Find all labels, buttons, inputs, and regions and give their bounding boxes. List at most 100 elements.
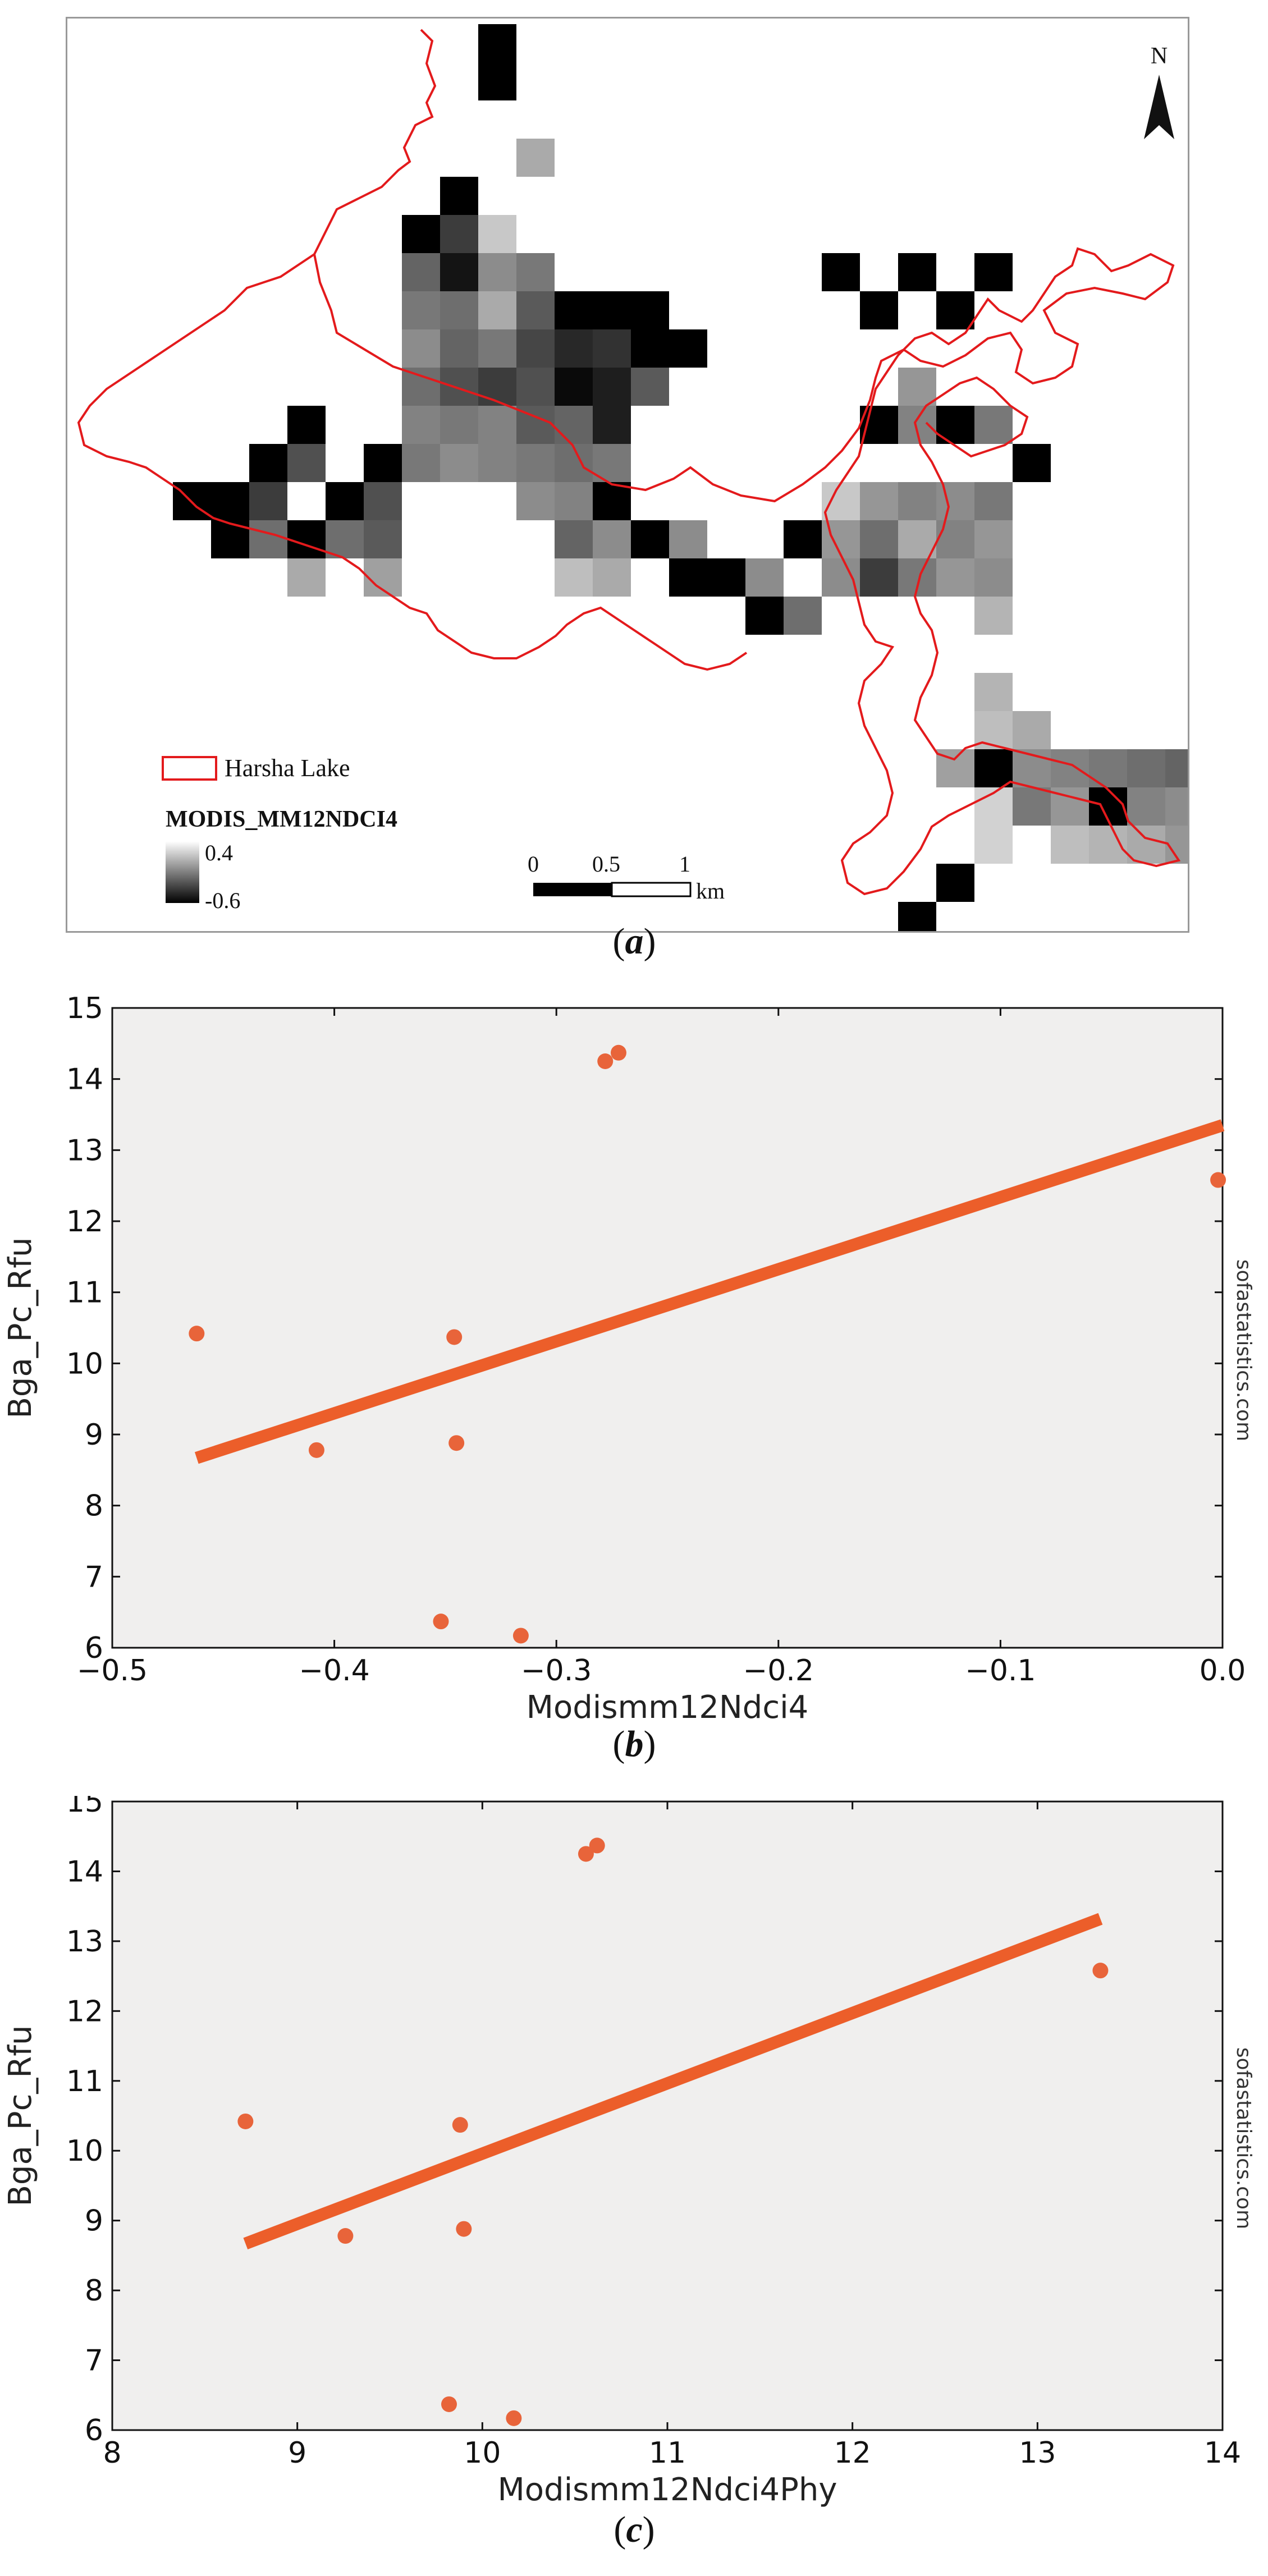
scale-unit: km bbox=[696, 878, 725, 904]
raster-pixel bbox=[936, 291, 974, 329]
raster-pixel bbox=[860, 291, 898, 329]
raster-pixel bbox=[974, 482, 1013, 520]
raster-pixel bbox=[287, 444, 326, 482]
watermark: sofastatistics.com bbox=[1232, 2047, 1255, 2229]
data-point bbox=[446, 1329, 463, 1345]
raster-pixel bbox=[555, 368, 593, 406]
y-tick-label: 10 bbox=[66, 2134, 103, 2168]
raster-pixel bbox=[669, 520, 707, 558]
x-tick-label: −0.3 bbox=[521, 1654, 592, 1688]
y-tick-label: 10 bbox=[66, 1347, 103, 1381]
y-tick-label: 15 bbox=[66, 1796, 103, 1819]
y-tick-label: 7 bbox=[85, 1560, 103, 1594]
raster-pixel bbox=[745, 558, 784, 597]
x-axis-label: Modismm12Ndci4Phy bbox=[497, 2472, 837, 2508]
raster-pixel bbox=[249, 520, 287, 558]
raster-pixel bbox=[440, 177, 478, 215]
raster-pixel bbox=[1013, 787, 1051, 826]
x-tick-label: 0.0 bbox=[1200, 1654, 1246, 1688]
raster-pixel bbox=[936, 558, 974, 597]
raster-pixel bbox=[326, 520, 364, 558]
raster-pixel bbox=[555, 444, 593, 482]
scatter-chart-c: 8 9 10 11 12 13 14 6 7 8 9 10 11 12 13 14 15 Modismm12Nd… bbox=[2, 1785, 1255, 2508]
scale-tick-1: 0.5 bbox=[592, 851, 620, 877]
raster-pixel bbox=[593, 558, 631, 597]
x-tick-label: 12 bbox=[834, 2436, 871, 2470]
x-tick-label: −0.4 bbox=[299, 1654, 369, 1688]
y-tick-label: 8 bbox=[85, 2274, 103, 2308]
raster-pixel bbox=[593, 482, 631, 520]
y-tick-label: 12 bbox=[66, 1995, 103, 2028]
raster-pixel bbox=[555, 558, 593, 597]
raster-pixel bbox=[1127, 749, 1165, 787]
raster-pixel bbox=[478, 253, 516, 291]
plot-background bbox=[111, 1007, 1224, 1649]
y-tick-label: 11 bbox=[66, 1276, 103, 1310]
data-point bbox=[441, 2396, 457, 2412]
raster-title: MODIS_MM12NDCI4 bbox=[166, 806, 397, 832]
data-point bbox=[512, 1628, 529, 1644]
raster-pixel bbox=[440, 368, 478, 406]
raster-pixel bbox=[555, 406, 593, 444]
data-point bbox=[506, 2410, 522, 2426]
raster-pixel bbox=[745, 597, 784, 635]
raster-pixel bbox=[1127, 826, 1165, 864]
raster-pixel bbox=[936, 864, 974, 902]
data-point bbox=[308, 1442, 324, 1458]
y-tick-label: 6 bbox=[85, 1631, 103, 1665]
data-point bbox=[189, 1326, 205, 1342]
raster-pixel bbox=[974, 558, 1013, 597]
raster-pixel bbox=[440, 253, 478, 291]
raster-color-ramp bbox=[166, 841, 199, 903]
lake-legend-swatch bbox=[162, 756, 217, 781]
raster-pixel bbox=[898, 368, 936, 406]
y-tick-label: 8 bbox=[85, 1489, 103, 1523]
raster-pixel bbox=[898, 902, 936, 931]
scale-bar: 0 0.5 1 km bbox=[528, 851, 725, 904]
x-tick-label: 8 bbox=[103, 2436, 121, 2470]
x-tick-label: 13 bbox=[1019, 2436, 1056, 2470]
raster-pixel bbox=[822, 558, 860, 597]
raster-pixel bbox=[555, 520, 593, 558]
x-tick-label: 11 bbox=[649, 2436, 686, 2470]
x-tick-label: 14 bbox=[1204, 2436, 1241, 2470]
raster-pixel bbox=[1165, 749, 1188, 787]
y-tick-label: 14 bbox=[66, 1063, 103, 1097]
raster-pixel bbox=[402, 215, 440, 253]
raster-pixel bbox=[1165, 787, 1188, 826]
data-point bbox=[448, 1435, 465, 1451]
raster-pixel bbox=[402, 329, 440, 368]
panel-b: −0.5 −0.4 −0.3 −0.2 −0.1 0.0 6 7 8 9 10 11 12 13 14 15 … bbox=[0, 988, 1268, 1796]
raster-pixel bbox=[402, 444, 440, 482]
x-axis-label: Modismm12Ndci4 bbox=[527, 1689, 809, 1726]
raster-pixel bbox=[478, 329, 516, 368]
x-tick-label: 10 bbox=[464, 2436, 501, 2470]
north-arrow-icon bbox=[1144, 75, 1174, 139]
x-tick-label: −0.1 bbox=[965, 1654, 1036, 1688]
raster-pixel bbox=[860, 520, 898, 558]
raster-pixel bbox=[974, 253, 1013, 291]
raster-pixel bbox=[364, 482, 402, 520]
scale-tick-0: 0 bbox=[528, 851, 539, 877]
raster-pixel bbox=[364, 520, 402, 558]
raster-pixel bbox=[440, 329, 478, 368]
y-tick-label: 11 bbox=[66, 2065, 103, 2098]
raster-pixel bbox=[516, 291, 555, 329]
caption-c-letter: c bbox=[626, 2509, 643, 2550]
data-point bbox=[452, 2117, 468, 2133]
raster-pixel bbox=[364, 444, 402, 482]
raster-pixel bbox=[593, 291, 631, 329]
y-tick-label: 13 bbox=[66, 1925, 103, 1959]
raster-pixel bbox=[860, 558, 898, 597]
raster-pixel bbox=[402, 368, 440, 406]
raster-pixel bbox=[974, 749, 1013, 787]
caption-a-letter: a bbox=[625, 921, 644, 962]
raster-pixel bbox=[478, 444, 516, 482]
raster-pixel bbox=[898, 482, 936, 520]
raster-pixel bbox=[402, 253, 440, 291]
y-tick-label: 9 bbox=[85, 2204, 103, 2238]
raster-pixel bbox=[860, 482, 898, 520]
data-point bbox=[337, 2228, 354, 2244]
raster-pixel bbox=[898, 520, 936, 558]
map-svg: N Harsha Lake MODIS_MM12NDCI4 0.4 -0.6 0… bbox=[77, 24, 1188, 931]
